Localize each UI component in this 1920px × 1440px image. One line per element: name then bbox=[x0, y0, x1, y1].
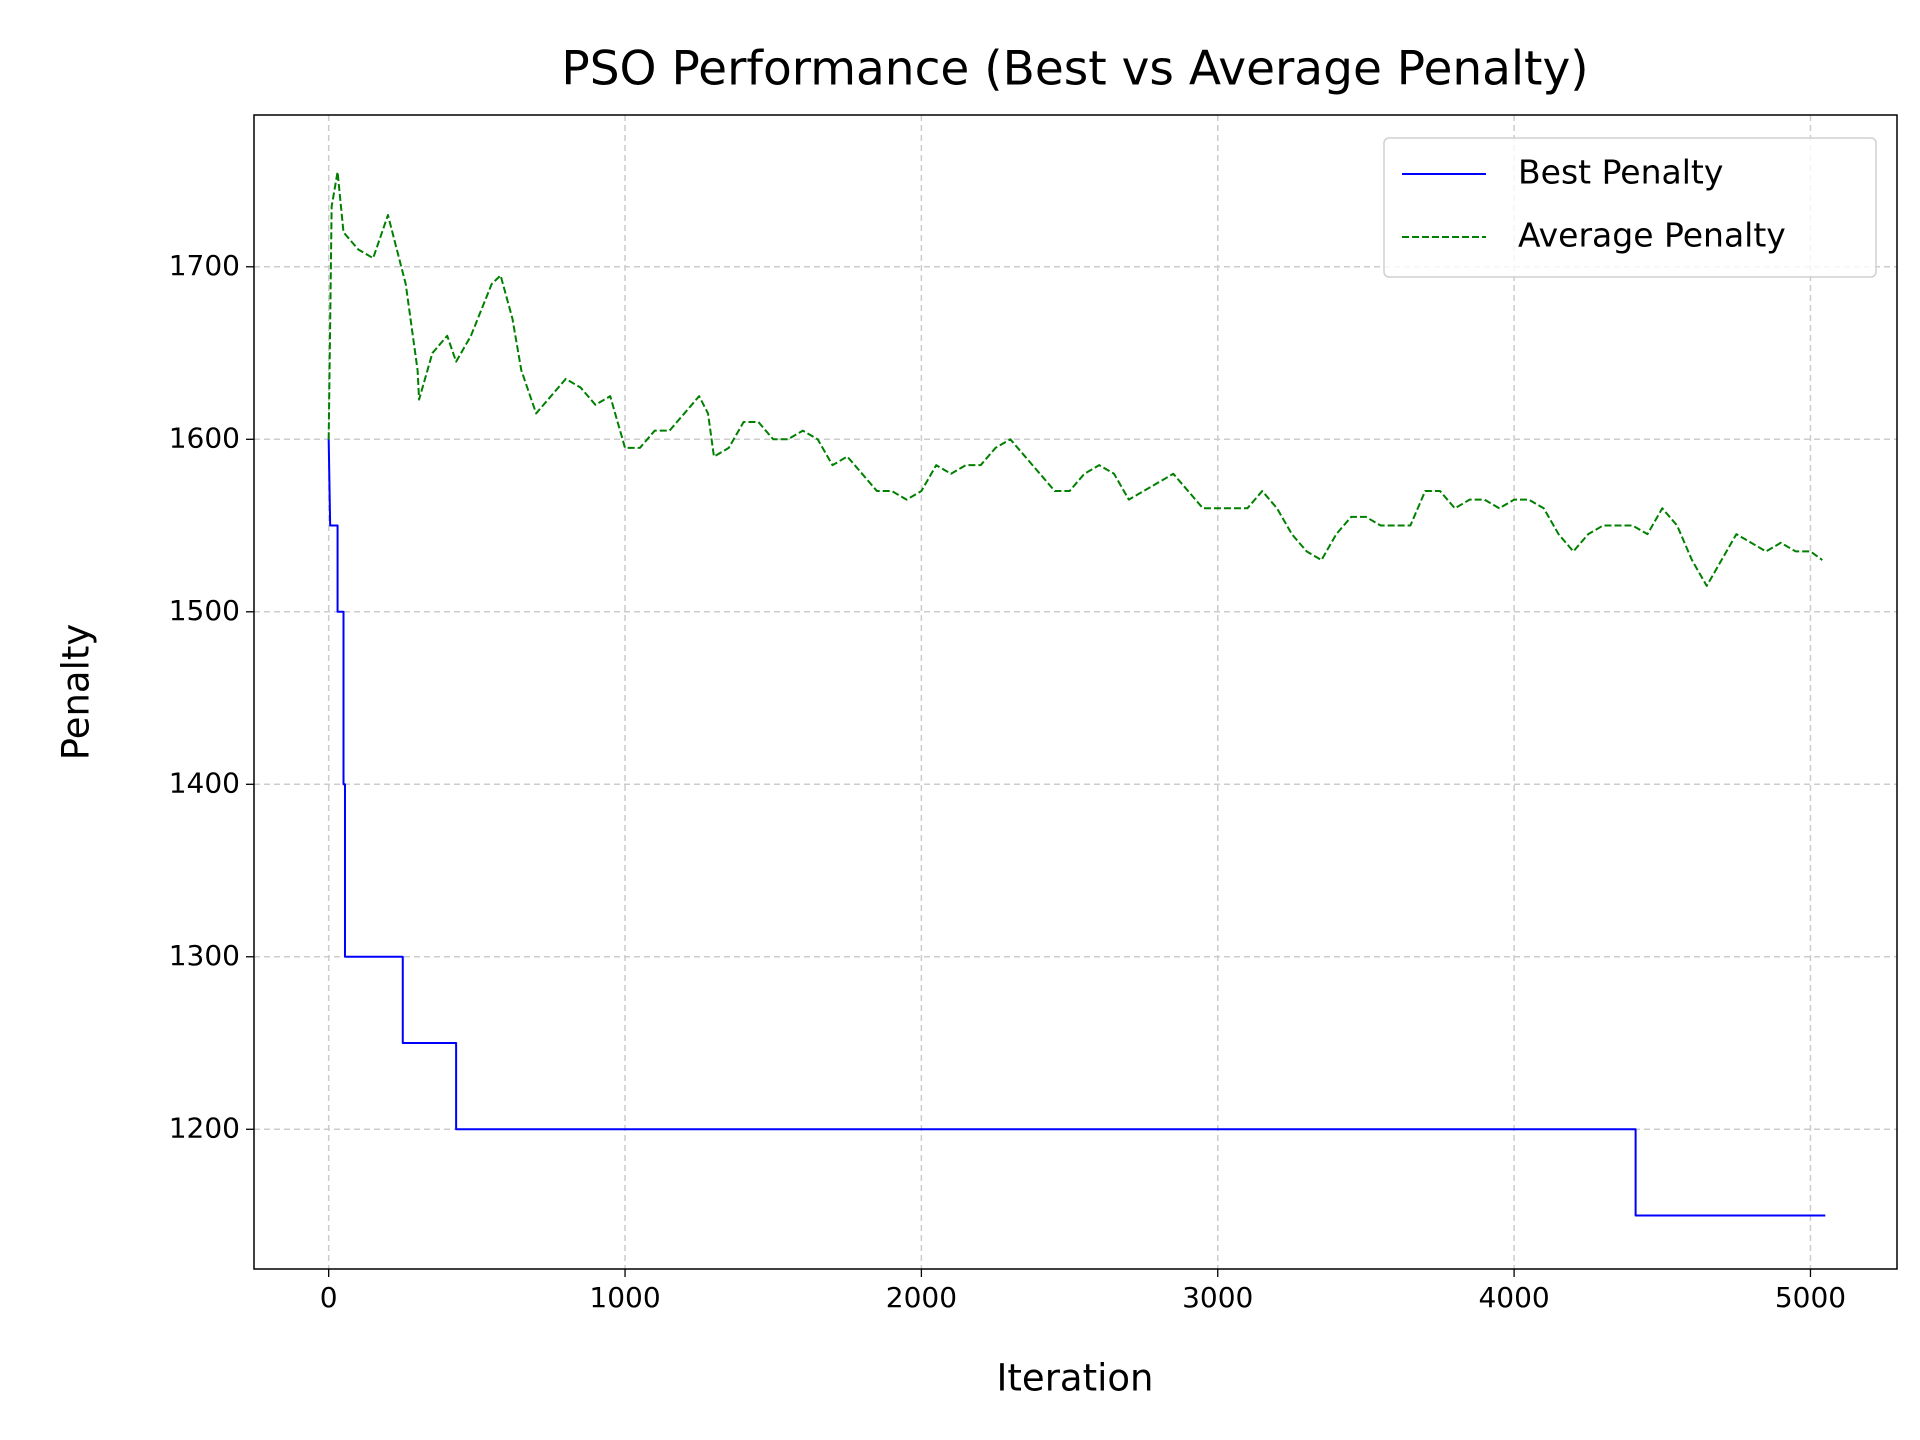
y-tick-label: 1200 bbox=[169, 1111, 240, 1144]
y-tick-label: 1700 bbox=[169, 249, 240, 282]
plot-frame bbox=[253, 114, 1898, 1270]
legend: Best Penalty Average Penalty bbox=[1383, 137, 1877, 278]
x-tick-label: 1000 bbox=[589, 1281, 660, 1314]
x-tick-label: 2000 bbox=[886, 1281, 957, 1314]
legend-box bbox=[1383, 137, 1877, 278]
y-tick-label: 1400 bbox=[169, 766, 240, 799]
data-line bbox=[327, 439, 1826, 1217]
data-line bbox=[327, 170, 1823, 587]
y-tick-label: 1500 bbox=[169, 594, 240, 627]
x-tick-label: 5000 bbox=[1775, 1281, 1846, 1314]
chart-title: PSO Performance (Best vs Average Penalty… bbox=[561, 42, 1588, 97]
x-tick-label: 4000 bbox=[1478, 1281, 1549, 1314]
x-axis-label: Iteration bbox=[997, 1357, 1154, 1400]
y-tick-label: 1600 bbox=[169, 421, 240, 454]
x-tick-label: 3000 bbox=[1182, 1281, 1253, 1314]
legend-label: Average Penalty bbox=[1518, 216, 1786, 255]
y-tick-label: 1300 bbox=[169, 939, 240, 972]
y-axis-label: Penalty bbox=[55, 624, 98, 761]
x-tick-label: 0 bbox=[320, 1281, 338, 1314]
legend-label: Best Penalty bbox=[1518, 153, 1723, 192]
